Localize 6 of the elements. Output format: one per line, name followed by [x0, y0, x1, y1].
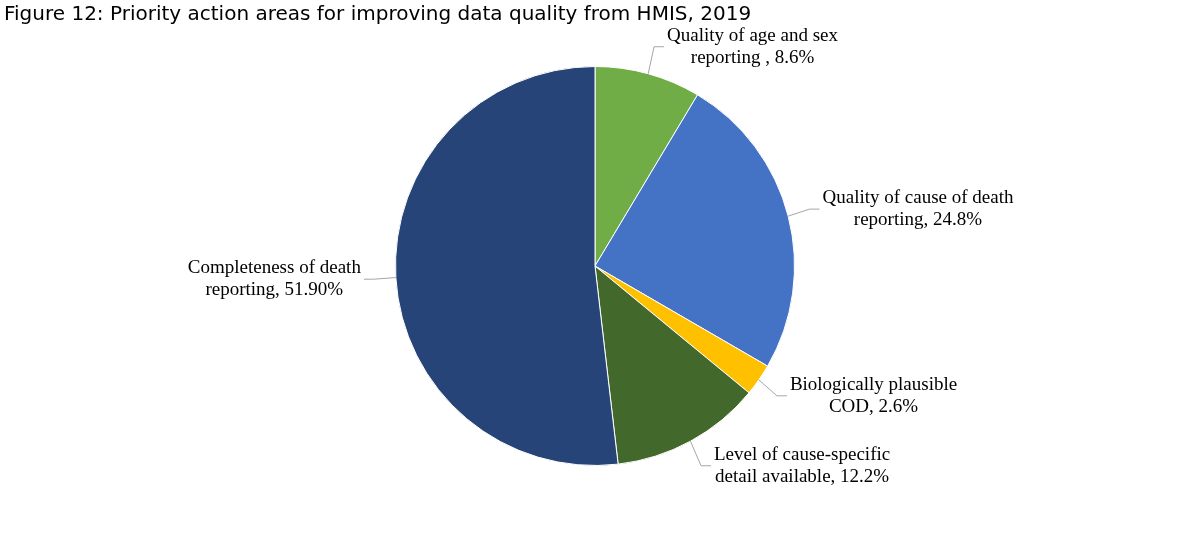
slice-label: Quality of age and sex reporting , 8.6%: [667, 23, 839, 67]
chart-title: Figure 12: Priority action areas for improving data quality from HMIS, 2019: [3, 0, 753, 26]
slice-label: Completeness of death reporting, 51.90%: [187, 256, 362, 300]
slice-label: Biologically plausible COD, 2.6%: [789, 372, 958, 416]
slice-label: Quality of cause of death reporting, 24.8%: [822, 186, 1014, 230]
slice-label: Level of cause-specific detail available, 12.2%: [714, 442, 891, 486]
